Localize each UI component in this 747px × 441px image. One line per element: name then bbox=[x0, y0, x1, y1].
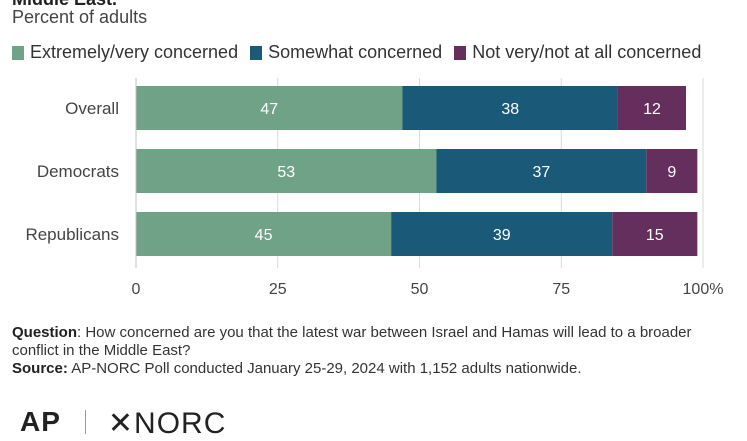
bar-segment bbox=[391, 212, 613, 256]
legend-item-extremely-very: Extremely/very concerned bbox=[12, 42, 238, 63]
x-tick-label: 75 bbox=[552, 281, 570, 298]
legend-swatch bbox=[12, 45, 24, 60]
legend-label: Somewhat concerned bbox=[268, 42, 443, 62]
legend-label: Not very/not at all concerned bbox=[472, 42, 702, 62]
category-label: Overall bbox=[65, 99, 119, 118]
bar-segment bbox=[402, 86, 618, 130]
bar-segment bbox=[617, 86, 686, 130]
bar-segment bbox=[646, 149, 698, 193]
legend-item-somewhat: Somewhat concerned bbox=[250, 42, 442, 63]
x-tick-label: 0 bbox=[132, 281, 141, 298]
legend-swatch bbox=[250, 45, 263, 60]
stacked-bar-chart: Overall 47 38 12 Democrats 53 37 9 Republicans 45… bbox=[25, 78, 724, 298]
x-tick-label: 50 bbox=[411, 281, 429, 298]
question-label: Question bbox=[12, 324, 78, 341]
x-tick-label: 25 bbox=[269, 281, 287, 298]
bar-segment bbox=[136, 86, 403, 130]
chart-title-fragment: Middle East. bbox=[12, 0, 117, 10]
data-label: 39 bbox=[493, 227, 511, 244]
data-label: 12 bbox=[643, 101, 661, 118]
bar-segment bbox=[612, 212, 698, 256]
data-label: 15 bbox=[646, 227, 664, 244]
logo-divider bbox=[84, 410, 86, 434]
chart-notes: Question: How concerned are you that the… bbox=[12, 324, 737, 378]
bar-segment bbox=[136, 212, 392, 256]
data-label: 53 bbox=[277, 164, 295, 181]
source-note: Source: AP-NORC Poll conducted January 2… bbox=[12, 360, 737, 378]
bar-segment bbox=[436, 149, 647, 193]
source-text: AP-NORC Poll conducted January 25-29, 20… bbox=[67, 360, 582, 377]
data-label: 37 bbox=[533, 164, 551, 181]
category-label: Democrats bbox=[37, 162, 119, 181]
logos: AP ✕NORC bbox=[20, 406, 226, 441]
legend-swatch bbox=[454, 45, 467, 60]
bar-segment bbox=[136, 149, 437, 193]
x-tick-label: 100% bbox=[683, 281, 724, 298]
data-label: 47 bbox=[260, 101, 278, 118]
data-label: 45 bbox=[255, 227, 273, 244]
ap-logo: AP bbox=[20, 406, 61, 437]
legend-label: Extremely/very concerned bbox=[30, 42, 239, 62]
source-label: Source: bbox=[12, 360, 68, 377]
legend-item-not-very: Not very/not at all concerned bbox=[454, 42, 701, 63]
category-label: Republicans bbox=[25, 225, 119, 244]
legend: Extremely/very concerned Somewhat concer… bbox=[12, 42, 713, 63]
norc-logo: ✕NORC bbox=[107, 407, 227, 440]
data-label: 38 bbox=[501, 101, 519, 118]
data-label: 9 bbox=[667, 164, 676, 181]
question-note: Question: How concerned are you that the… bbox=[12, 324, 737, 360]
question-text: : How concerned are you that the latest … bbox=[12, 324, 692, 359]
chart-subtitle: Percent of adults bbox=[12, 7, 148, 27]
